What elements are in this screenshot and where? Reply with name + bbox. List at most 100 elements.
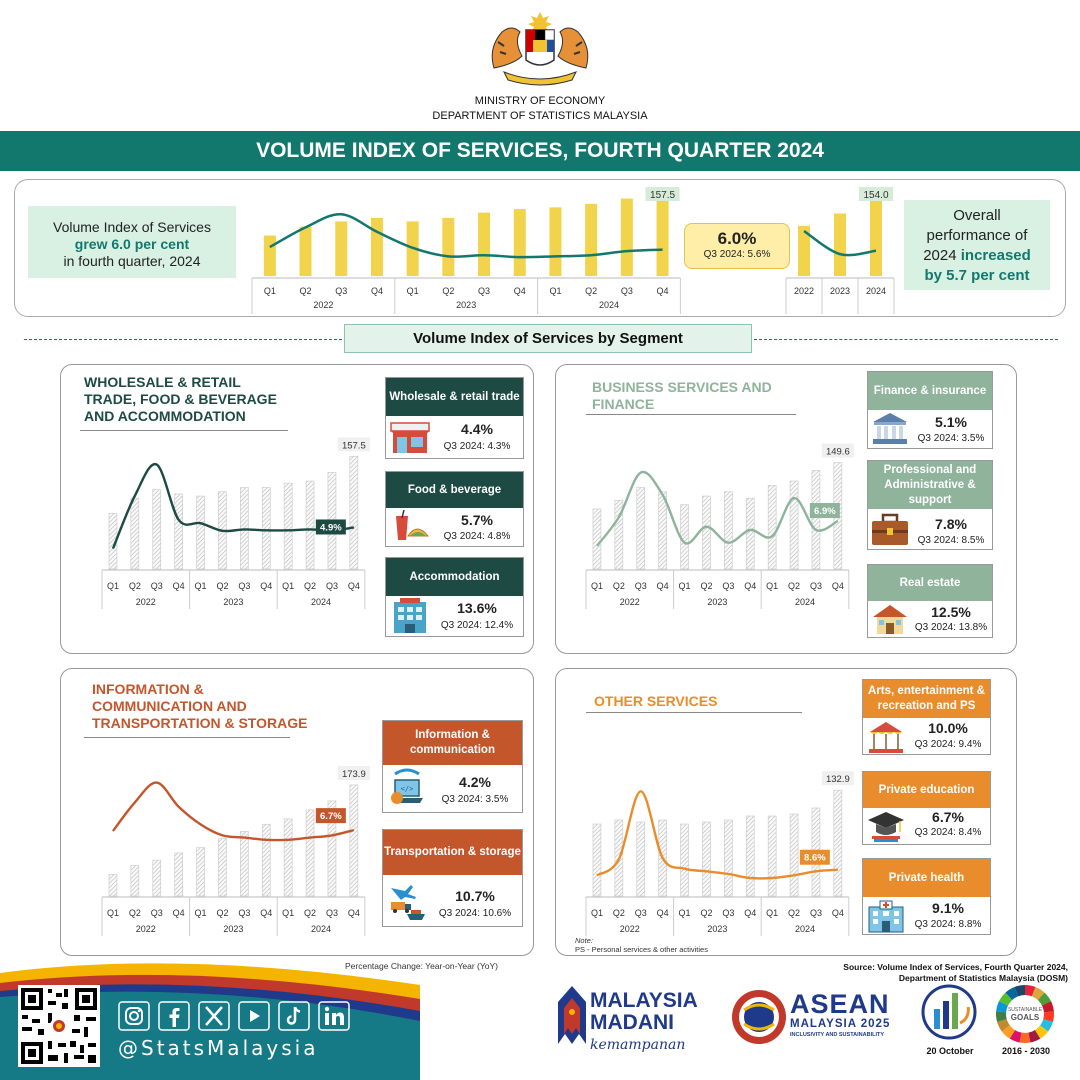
x-tick-label: Q4 bbox=[832, 581, 844, 591]
line-label-box bbox=[315, 519, 346, 535]
chart-bar bbox=[335, 221, 348, 276]
svg-text:</>: </> bbox=[401, 785, 414, 793]
value-label-box bbox=[859, 187, 893, 201]
x-tick-label: Q1 bbox=[195, 581, 207, 591]
sub-title: Arts, entertainment & recreation and PS bbox=[863, 680, 990, 718]
sub-title: Finance & insurance bbox=[868, 372, 992, 410]
sub-prev: Q3 2024: 12.4% bbox=[440, 620, 514, 631]
x-tick-label: Q3 bbox=[810, 908, 822, 918]
madani-line-3: kemampanan bbox=[590, 1037, 686, 1053]
tiktok-icon[interactable] bbox=[278, 1001, 310, 1031]
sub-value: 9.1% bbox=[932, 900, 964, 916]
chart-bar bbox=[218, 838, 227, 897]
value-label: 173.9 bbox=[342, 769, 366, 780]
segment-title: Volume Index of Services by Segment bbox=[344, 324, 752, 353]
annual-line-3a: 2024 bbox=[923, 247, 961, 264]
sub-value: 4.2% bbox=[459, 774, 491, 790]
x-tick-label: Q3 bbox=[722, 581, 734, 591]
x-tick-label: 2022 bbox=[794, 286, 814, 296]
sub-value: 10.7% bbox=[455, 888, 495, 904]
x-tick-label: Q2 bbox=[442, 286, 454, 296]
youtube-icon[interactable] bbox=[238, 1001, 270, 1031]
x-year-label: 2024 bbox=[311, 597, 331, 607]
x-tick-label: Q1 bbox=[766, 908, 778, 918]
asean-line-1: ASEAN bbox=[790, 989, 890, 1019]
x-tick-label: Q4 bbox=[260, 908, 272, 918]
divider-right bbox=[754, 339, 1058, 340]
shop-icon bbox=[390, 422, 430, 453]
chart-bar bbox=[283, 482, 293, 570]
chart-bsf: Q1 Q2 Q3 Q4 Q1 Q2 Q3 Q4 Q1 Q2 Q3 Q4 2022 2023 2024 149.… bbox=[585, 443, 854, 609]
note-text: PS - Personal services & other activitie… bbox=[575, 945, 708, 954]
summary-line-2: grew 6.0 per cent bbox=[74, 236, 190, 252]
coat-of-arms-logo bbox=[491, 12, 589, 86]
chart-bar bbox=[196, 847, 205, 897]
facebook-icon[interactable] bbox=[158, 1001, 190, 1031]
x-tick-label: Q1 bbox=[407, 286, 419, 296]
chart-bar bbox=[870, 198, 882, 276]
x-year-label: 2022 bbox=[313, 300, 333, 310]
x-tick-label: Q2 bbox=[300, 286, 312, 296]
value-label-box bbox=[337, 437, 370, 452]
line-label: 6.9% bbox=[814, 506, 836, 517]
chart-bar bbox=[174, 493, 183, 570]
sub-value: 5.1% bbox=[935, 414, 967, 430]
chart-bar bbox=[620, 198, 633, 276]
instagram-icon[interactable] bbox=[118, 1001, 150, 1031]
x-tick-label: Q1 bbox=[282, 581, 294, 591]
sub-prev: Q3 2024: 8.8% bbox=[914, 919, 982, 930]
value-label: 132.9 bbox=[826, 774, 850, 785]
panel-ict-title: INFORMATION & COMMUNICATION AND TRANSPOR… bbox=[92, 681, 308, 731]
summary-line-1: Volume Index of Services bbox=[53, 219, 211, 235]
chart-bar bbox=[261, 823, 271, 897]
overall-chart: Q1 Q2 Q3 Q4 Q1 Q2 Q3 Q4 Q1 Q2 Q3 Q4 2022 2023 2024 157.… bbox=[251, 187, 895, 314]
x-year-label: 2022 bbox=[136, 924, 156, 934]
sub-transport-storage: Transportation & storage 10.7% Q3 2024: … bbox=[382, 829, 523, 927]
x-tick-label: Q4 bbox=[744, 908, 756, 918]
x-tick-label: Q2 bbox=[129, 908, 141, 918]
chart-bar bbox=[833, 789, 843, 897]
x-tick-label: Q4 bbox=[260, 581, 272, 591]
sub-prev: Q3 2024: 10.6% bbox=[438, 908, 512, 919]
sub-prev: Q3 2024: 9.4% bbox=[914, 739, 982, 750]
asean-line-3: INCLUSIVITY AND SUSTAINABILITY bbox=[790, 1032, 885, 1038]
qr-code-icon[interactable] bbox=[18, 985, 100, 1067]
world-statistics-day-logo bbox=[921, 984, 977, 1040]
x-tick-label: Q2 bbox=[304, 908, 316, 918]
annual-line-4: by 5.7 per cent bbox=[924, 267, 1030, 284]
x-tick-label: Q2 bbox=[304, 581, 316, 591]
sub-value: 6.7% bbox=[932, 809, 964, 825]
sub-professional-admin: Professional and Administrative & suppor… bbox=[867, 460, 993, 550]
chart-bar bbox=[442, 217, 455, 276]
chart-wrt: Q1 Q2 Q3 Q4 Q1 Q2 Q3 Q4 Q1 Q2 Q3 Q4 2022 2023 2024 157.… bbox=[101, 437, 370, 609]
food-drink-icon bbox=[396, 510, 430, 540]
annual-line-2: performance of bbox=[926, 227, 1028, 244]
x-tick-label: Q4 bbox=[173, 581, 185, 591]
chart-bar bbox=[745, 815, 755, 897]
x-year-label: 2022 bbox=[620, 597, 640, 607]
x-tick-label: Q4 bbox=[173, 908, 185, 918]
chart-bar bbox=[196, 495, 205, 570]
x-twitter-icon[interactable] bbox=[198, 1001, 230, 1031]
value-label-box bbox=[821, 771, 854, 786]
sub-food-beverage: Food & beverage 5.7% Q3 2024: 4.8% bbox=[385, 471, 524, 547]
sub-value: 7.8% bbox=[935, 516, 967, 532]
chart-bar bbox=[789, 480, 799, 570]
sub-value: 13.6% bbox=[457, 600, 497, 616]
linkedin-icon[interactable] bbox=[318, 1001, 350, 1031]
sub-prev: Q3 2024: 3.5% bbox=[441, 794, 509, 805]
x-tick-label: Q3 bbox=[810, 581, 822, 591]
x-tick-label: Q2 bbox=[216, 908, 228, 918]
chart-bar bbox=[585, 203, 598, 276]
x-tick-label: Q1 bbox=[107, 581, 119, 591]
chart-bar bbox=[592, 823, 602, 897]
series-line bbox=[111, 781, 355, 842]
x-tick-label: Q1 bbox=[591, 581, 603, 591]
sub-real-estate: Real estate 12.5% Q3 2024: 13.8% bbox=[867, 564, 993, 638]
chart-bar bbox=[656, 192, 669, 276]
annual-line-1: Overall bbox=[953, 207, 1001, 224]
social-handle[interactable]: @StatsMalaysia bbox=[118, 1036, 319, 1060]
sub-title: Private education bbox=[863, 772, 990, 808]
sdg-wheel-logo: SUSTAINABLE GOALS bbox=[996, 985, 1054, 1043]
